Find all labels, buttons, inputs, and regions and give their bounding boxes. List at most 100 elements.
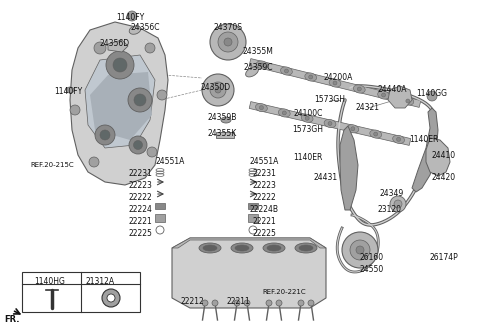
- Text: 1140FY: 1140FY: [54, 88, 82, 96]
- Text: 24440A: 24440A: [377, 86, 407, 94]
- Text: 22231: 22231: [128, 170, 152, 178]
- Circle shape: [133, 140, 143, 150]
- Text: 22225: 22225: [252, 230, 276, 238]
- Circle shape: [308, 300, 314, 306]
- Circle shape: [224, 38, 232, 46]
- Text: 24100C: 24100C: [293, 110, 323, 118]
- Circle shape: [215, 87, 221, 93]
- Circle shape: [202, 300, 208, 306]
- Circle shape: [212, 300, 218, 306]
- Circle shape: [70, 105, 80, 115]
- Polygon shape: [70, 22, 168, 185]
- Polygon shape: [172, 238, 326, 248]
- Polygon shape: [412, 108, 438, 192]
- Circle shape: [127, 11, 137, 21]
- Polygon shape: [426, 138, 450, 176]
- Bar: [22, 272, 140, 312]
- Ellipse shape: [347, 125, 359, 133]
- Text: 24356D: 24356D: [100, 39, 130, 49]
- Text: 26160: 26160: [360, 254, 384, 262]
- Circle shape: [266, 300, 272, 306]
- Text: 24355K: 24355K: [207, 130, 237, 138]
- Circle shape: [106, 51, 134, 79]
- Polygon shape: [249, 59, 421, 107]
- Text: 22223: 22223: [252, 181, 276, 191]
- Text: 22221: 22221: [128, 217, 152, 227]
- Circle shape: [350, 240, 370, 260]
- Text: 24349: 24349: [380, 190, 404, 198]
- Text: REF.20-221C: REF.20-221C: [262, 289, 306, 295]
- Ellipse shape: [246, 67, 258, 77]
- Text: 24200A: 24200A: [324, 73, 353, 83]
- Text: 24356C: 24356C: [130, 24, 160, 32]
- Text: 24551A: 24551A: [156, 157, 185, 167]
- Circle shape: [244, 300, 250, 306]
- Circle shape: [157, 90, 167, 100]
- Ellipse shape: [324, 119, 336, 128]
- Text: 1140ER: 1140ER: [293, 154, 323, 162]
- Ellipse shape: [267, 245, 281, 251]
- Circle shape: [406, 99, 410, 103]
- Text: 24355M: 24355M: [242, 48, 274, 56]
- Circle shape: [210, 82, 226, 98]
- Circle shape: [382, 93, 385, 97]
- Circle shape: [427, 91, 437, 101]
- Ellipse shape: [199, 243, 221, 253]
- Ellipse shape: [295, 243, 317, 253]
- Text: 22231: 22231: [252, 170, 276, 178]
- Ellipse shape: [378, 91, 389, 99]
- Text: 24551A: 24551A: [249, 157, 279, 167]
- Text: 24370S: 24370S: [214, 24, 242, 32]
- Ellipse shape: [370, 130, 382, 138]
- Circle shape: [309, 75, 312, 79]
- Ellipse shape: [231, 243, 253, 253]
- Text: 1140HG: 1140HG: [35, 277, 65, 285]
- Circle shape: [374, 132, 378, 136]
- Ellipse shape: [393, 135, 405, 143]
- Circle shape: [357, 87, 361, 91]
- Ellipse shape: [255, 104, 267, 112]
- Ellipse shape: [256, 61, 268, 69]
- Text: 1573GH: 1573GH: [292, 126, 324, 134]
- Circle shape: [107, 294, 115, 302]
- Ellipse shape: [221, 117, 231, 123]
- Circle shape: [134, 94, 146, 106]
- Circle shape: [342, 232, 378, 268]
- Text: 22211: 22211: [226, 297, 250, 306]
- Text: REF.20-215C: REF.20-215C: [30, 162, 74, 168]
- Ellipse shape: [203, 245, 217, 251]
- Circle shape: [100, 130, 110, 140]
- Circle shape: [259, 106, 264, 110]
- Text: 22222: 22222: [128, 194, 152, 202]
- Ellipse shape: [129, 26, 141, 34]
- Text: 22224: 22224: [128, 206, 152, 215]
- Circle shape: [234, 300, 240, 306]
- Text: 1140ER: 1140ER: [409, 135, 439, 145]
- Circle shape: [147, 147, 157, 157]
- Text: FR.: FR.: [4, 316, 20, 324]
- Circle shape: [333, 81, 337, 85]
- Text: 24410: 24410: [432, 152, 456, 160]
- Ellipse shape: [235, 245, 249, 251]
- Circle shape: [128, 88, 152, 112]
- Circle shape: [145, 43, 155, 53]
- Circle shape: [260, 63, 264, 67]
- Bar: [155, 203, 165, 209]
- Text: 22223: 22223: [128, 181, 152, 191]
- Text: 24350D: 24350D: [201, 84, 231, 92]
- Ellipse shape: [280, 67, 292, 75]
- Text: 24431: 24431: [314, 174, 338, 182]
- Text: 26174P: 26174P: [430, 254, 458, 262]
- Bar: [248, 214, 258, 222]
- Text: 1140FY: 1140FY: [116, 13, 144, 23]
- Circle shape: [218, 32, 238, 52]
- Text: 1573GH: 1573GH: [314, 95, 346, 105]
- Polygon shape: [172, 238, 326, 308]
- Ellipse shape: [329, 79, 341, 87]
- Ellipse shape: [301, 114, 313, 122]
- Text: 22222: 22222: [252, 194, 276, 202]
- Ellipse shape: [402, 97, 414, 105]
- Ellipse shape: [278, 109, 290, 117]
- Bar: [155, 214, 165, 222]
- Ellipse shape: [263, 243, 285, 253]
